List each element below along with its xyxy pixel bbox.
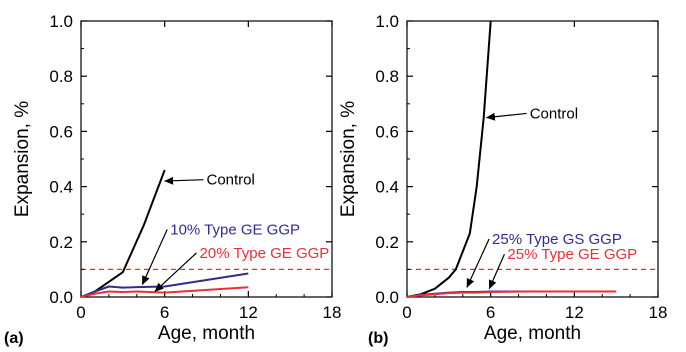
series-line-20-type-ge-ggp: [80, 286, 249, 298]
series-line-control: [406, 20, 492, 298]
annotation-arrow: [488, 253, 505, 290]
y-tick-label: 1.0: [375, 12, 399, 31]
annotation-label: 10% Type GE GGP: [170, 221, 300, 238]
y-tick-label: 0.0: [49, 288, 73, 307]
y-tick-label: 0.2: [375, 233, 399, 252]
annotation-label: Control: [530, 105, 578, 122]
y-axis-label: Expansion, %: [12, 101, 33, 217]
annotation-arrow: [485, 112, 527, 121]
y-tick-label: 1.0: [49, 12, 73, 31]
series-line-control: [80, 169, 166, 298]
annotation-arrow: [466, 238, 490, 288]
annotation-label: 25% Type GE GGP: [507, 246, 637, 263]
annotation-arrow: [164, 176, 204, 185]
x-tick-label: 0: [76, 303, 85, 322]
panel-label: (a): [4, 330, 24, 347]
x-tick-label: 18: [323, 303, 342, 322]
x-tick-label: 0: [402, 303, 411, 322]
x-tick-label: 12: [565, 303, 584, 322]
y-tick-label: 0.6: [49, 122, 73, 141]
y-axis-label: Expansion, %: [338, 101, 359, 217]
x-tick-label: 6: [160, 303, 169, 322]
annotation-arrow: [154, 252, 197, 292]
y-tick-label: 0.6: [375, 122, 399, 141]
y-tick-label: 0.4: [375, 178, 399, 197]
annotation-label: 25% Type GS GGP: [492, 231, 622, 248]
series-line-10-type-ge-ggp: [80, 272, 249, 298]
y-tick-label: 0.0: [375, 288, 399, 307]
x-tick-label: 12: [239, 303, 258, 322]
annotation-arrow: [141, 229, 168, 286]
y-tick-label: 0.4: [49, 178, 73, 197]
annotation-label: 20% Type GE GGP: [200, 245, 330, 262]
x-tick-label: 18: [649, 303, 668, 322]
x-tick-label: 6: [486, 303, 495, 322]
annotation-label: Control: [207, 172, 255, 189]
y-tick-label: 0.8: [49, 67, 73, 86]
y-tick-label: 0.2: [49, 233, 73, 252]
y-tick-label: 0.8: [375, 67, 399, 86]
x-axis-label: Age, month: [158, 323, 255, 344]
x-axis-label: Age, month: [484, 323, 581, 344]
series-line-25-type-ge-ggp: [406, 290, 617, 298]
panel-label: (b): [368, 330, 388, 347]
